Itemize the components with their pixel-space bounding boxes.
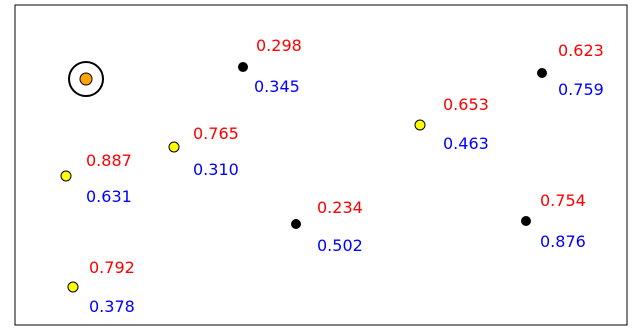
red-value-label: 0.754	[540, 191, 586, 210]
black-point	[291, 219, 301, 229]
black-point	[537, 68, 547, 78]
diagram-frame	[14, 4, 628, 326]
target-marker	[68, 61, 104, 97]
red-value-label: 0.792	[89, 258, 135, 277]
red-value-label: 0.653	[443, 95, 489, 114]
blue-value-label: 0.378	[89, 297, 135, 316]
blue-value-label: 0.876	[540, 232, 586, 251]
blue-value-label: 0.463	[443, 134, 489, 153]
black-point	[238, 62, 248, 72]
yellow-point	[414, 119, 426, 131]
red-value-label: 0.887	[86, 151, 132, 170]
blue-value-label: 0.631	[86, 187, 132, 206]
red-value-label: 0.765	[193, 124, 239, 143]
blue-value-label: 0.310	[193, 160, 239, 179]
yellow-point	[168, 141, 180, 153]
red-value-label: 0.298	[256, 36, 302, 55]
orange-point	[79, 72, 93, 86]
red-value-label: 0.623	[558, 41, 604, 60]
red-value-label: 0.234	[317, 198, 363, 217]
blue-value-label: 0.502	[317, 236, 363, 255]
blue-value-label: 0.759	[558, 80, 604, 99]
yellow-point	[67, 281, 79, 293]
blue-value-label: 0.345	[254, 77, 300, 96]
black-point	[521, 216, 531, 226]
yellow-point	[60, 170, 72, 182]
